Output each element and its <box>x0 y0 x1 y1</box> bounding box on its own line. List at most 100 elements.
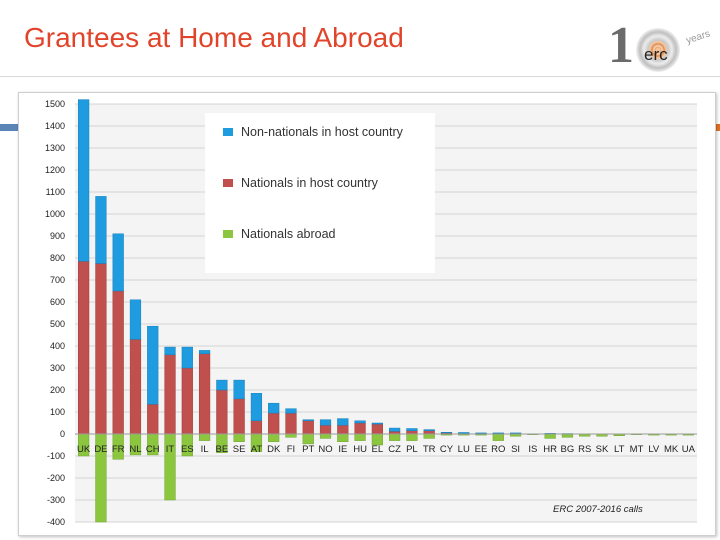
bar-nationals-in-host <box>250 420 263 435</box>
bar-nationals-in-host <box>216 389 228 435</box>
x-category-label: SE <box>233 444 246 455</box>
bar-non-nationals-in-host <box>216 379 228 391</box>
x-category-label: EL <box>372 444 384 455</box>
bar-non-nationals-in-host <box>440 431 453 434</box>
bar-nationals-abroad <box>319 433 332 439</box>
x-category-label: EE <box>475 444 488 455</box>
bar-nationals-in-host <box>164 354 176 435</box>
y-tick-label: 800 <box>50 253 65 263</box>
y-tick-label: 1300 <box>45 143 65 153</box>
x-category-label: DE <box>94 444 107 455</box>
bar-nationals-in-host <box>285 412 297 435</box>
bar-non-nationals-in-host <box>112 233 124 292</box>
bar-non-nationals-in-host <box>371 422 383 425</box>
x-category-label: BE <box>216 444 229 455</box>
bar-nationals-abroad <box>268 433 280 442</box>
x-category-label: PL <box>406 444 418 455</box>
bar-nationals-in-host <box>319 424 332 435</box>
bar-nationals-in-host <box>112 290 124 435</box>
bar-non-nationals-in-host <box>509 432 522 434</box>
logo-number: 1 <box>608 17 634 74</box>
bar-non-nationals-in-host <box>78 99 90 262</box>
x-category-label: SK <box>596 444 609 455</box>
bar-nationals-in-host <box>233 398 245 435</box>
chart-annotation: ERC 2007-2016 calls <box>553 504 643 515</box>
bar-non-nationals-in-host <box>181 346 193 369</box>
bar-nationals-in-host <box>268 412 280 435</box>
title-divider <box>0 76 720 77</box>
y-tick-label: 500 <box>50 319 65 329</box>
bar-nationals-abroad <box>198 433 211 441</box>
bar-non-nationals-in-host <box>268 402 280 414</box>
bar-non-nationals-in-host <box>285 408 297 414</box>
bar-non-nationals-in-host <box>406 428 418 431</box>
bar-non-nationals-in-host <box>319 419 332 426</box>
bar-non-nationals-in-host <box>147 325 159 405</box>
bar-nationals-abroad <box>544 433 556 439</box>
x-category-label: AT <box>251 444 263 455</box>
logo-years: years <box>684 28 712 47</box>
slide-title: Grantees at Home and Abroad <box>24 22 404 53</box>
bar-nationals-in-host <box>181 367 193 435</box>
y-tick-label: 900 <box>50 231 65 241</box>
logo-text: erc <box>644 45 668 64</box>
y-tick-label: 1400 <box>45 121 65 131</box>
y-tick-label: 100 <box>50 407 65 417</box>
bar-nationals-abroad <box>423 433 435 439</box>
bar-nationals-in-host <box>78 261 90 435</box>
y-tick-label: 1500 <box>45 99 65 109</box>
legend-swatch <box>223 230 233 238</box>
x-category-label: FR <box>112 444 125 455</box>
legend-label: Nationals abroad <box>241 227 336 241</box>
x-category-label: IE <box>338 444 347 455</box>
x-category-label: SI <box>511 444 520 455</box>
bar-non-nationals-in-host <box>458 432 470 434</box>
x-category-label: HR <box>543 444 557 455</box>
bar-nationals-abroad <box>492 433 504 441</box>
bar-non-nationals-in-host <box>423 429 435 431</box>
bar-nationals-in-host <box>337 424 349 435</box>
bar-nationals-in-host <box>354 422 366 435</box>
y-tick-label: 700 <box>50 275 65 285</box>
x-category-label: IL <box>201 444 209 455</box>
x-category-label: MT <box>630 444 644 455</box>
accent-bar-right <box>714 124 720 131</box>
accent-bar-left <box>0 124 18 131</box>
chart-frame: 1500 1400 1300 1200 1100 1000 900 800 700 600 500 4… <box>18 92 716 536</box>
y-tick-label: 1000 <box>45 209 65 219</box>
bar-non-nationals-in-host <box>233 379 245 400</box>
bar-nationals-abroad <box>233 433 245 442</box>
y-tick-label: 1200 <box>45 165 65 175</box>
bar-non-nationals-in-host <box>337 418 349 426</box>
bar-non-nationals-in-host <box>164 346 176 356</box>
bar-non-nationals-in-host <box>354 420 366 424</box>
x-category-label: CH <box>146 444 160 455</box>
bar-non-nationals-in-host <box>250 393 263 422</box>
x-category-label: RS <box>578 444 591 455</box>
x-category-label: FI <box>287 444 295 455</box>
x-category-label: CZ <box>388 444 401 455</box>
legend-label: Non-nationals in host country <box>241 125 404 139</box>
legend-panel <box>205 113 435 273</box>
x-category-label: HU <box>353 444 367 455</box>
x-category-label: LV <box>648 444 660 455</box>
bar-non-nationals-in-host <box>475 432 487 434</box>
x-category-label: PT <box>302 444 314 455</box>
bar-nationals-in-host <box>95 263 107 435</box>
x-category-label: DK <box>267 444 281 455</box>
bar-non-nationals-in-host <box>302 419 314 422</box>
y-tick-label: -300 <box>47 495 65 505</box>
bar-nationals-abroad <box>337 433 349 442</box>
x-category-label: IT <box>166 444 175 455</box>
x-category-label: TR <box>423 444 436 455</box>
bar-nationals-abroad <box>354 433 366 441</box>
bar-nationals-abroad <box>406 433 418 441</box>
stacked-bar-chart: 1500140013001200110010009008007006005004… <box>45 99 697 527</box>
y-tick-label: 200 <box>50 385 65 395</box>
x-category-label: NO <box>318 444 332 455</box>
y-tick-label: 600 <box>50 297 65 307</box>
bar-nationals-in-host <box>129 339 142 435</box>
y-tick-label: 400 <box>50 341 65 351</box>
bar-non-nationals-in-host <box>95 196 107 264</box>
y-tick-label: 0 <box>60 429 65 439</box>
